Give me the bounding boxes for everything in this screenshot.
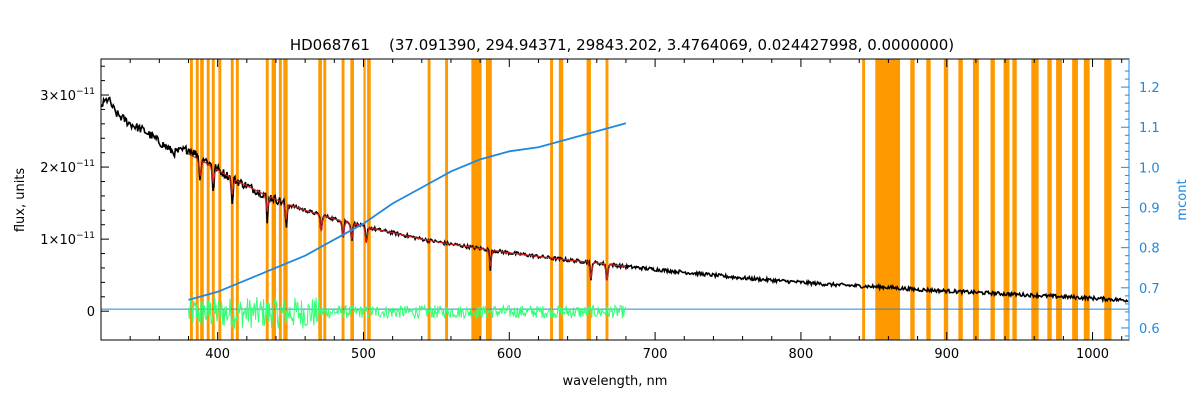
y2-tick-label: 1.0 [1139, 161, 1160, 176]
x-tick-label: 400 [205, 347, 230, 362]
masked-region [445, 59, 449, 340]
y2-axis-label: mcont [1175, 179, 1190, 220]
masked-region [990, 59, 995, 340]
masked-region [1003, 59, 1010, 340]
x-tick-label: 800 [789, 347, 814, 362]
masked-regions [189, 59, 1112, 340]
y-axis: 0 1×10−11 2×10−11 3×10−11 [40, 65, 109, 320]
observed-spectrum [101, 96, 1129, 304]
masked-region [283, 59, 288, 340]
masked-region [200, 59, 204, 340]
masked-region [206, 59, 210, 340]
masked-region [1047, 59, 1052, 340]
masked-region [265, 59, 269, 340]
masked-region [367, 59, 371, 340]
masked-region [875, 59, 901, 340]
masked-region [1012, 59, 1017, 340]
chart-title: HD068761 (37.091390, 294.94371, 29843.20… [290, 36, 954, 54]
y-tick-label: 3×10−11 [40, 87, 95, 104]
masked-region [471, 59, 482, 340]
masked-region [363, 59, 366, 340]
y-tick-label: 0 [87, 305, 95, 320]
masked-region [972, 59, 979, 340]
masked-region [1083, 59, 1090, 340]
y2-axis: 0.6 0.7 0.8 0.9 1.0 1.1 1.2 [1121, 70, 1160, 337]
y-axis-label: flux, units [13, 168, 28, 233]
x-tick-label: 900 [934, 347, 959, 362]
y2-tick-label: 0.9 [1139, 202, 1160, 217]
masked-region [1104, 59, 1112, 340]
y-tick-label: 1×10−11 [40, 231, 95, 248]
x-tick-label: 1000 [1076, 347, 1109, 362]
model-spectrum [188, 153, 626, 281]
masked-region [910, 59, 915, 340]
masked-region [862, 59, 866, 340]
masked-region [318, 59, 322, 340]
y2-tick-label: 0.7 [1139, 282, 1160, 297]
masked-region [189, 59, 193, 340]
x-tick-label: 600 [497, 347, 522, 362]
masked-region [218, 59, 222, 340]
masked-region [958, 59, 963, 340]
x-axis: 400 500 600 700 800 900 1000 [129, 59, 1123, 362]
residual-line [188, 296, 627, 329]
masked-region [235, 59, 239, 340]
masked-region [427, 59, 431, 340]
y2-tick-label: 0.8 [1139, 242, 1160, 257]
masked-region [341, 59, 345, 340]
y2-tick-label: 0.6 [1139, 322, 1160, 337]
masked-region [350, 59, 354, 340]
masked-region [195, 59, 199, 340]
residual-series [188, 296, 627, 329]
x-tick-label: 700 [643, 347, 668, 362]
mcont-curve [188, 122, 627, 301]
y2-tick-label: 1.1 [1139, 121, 1160, 136]
masked-region [485, 59, 492, 340]
masked-region [1031, 59, 1039, 340]
masked-region [605, 59, 609, 340]
y-tick-label: 2×10−11 [40, 159, 95, 176]
masked-region [550, 59, 554, 340]
masked-region [558, 59, 564, 340]
x-tick-label: 500 [351, 347, 376, 362]
flux-series [101, 96, 1129, 304]
masked-region [211, 59, 215, 340]
masked-region [926, 59, 931, 340]
masked-region [1072, 59, 1078, 340]
x-axis-label: wavelength, nm [563, 374, 668, 389]
masked-region [943, 59, 949, 340]
masked-region [323, 59, 327, 340]
masked-region [586, 59, 591, 340]
masked-region [1056, 59, 1062, 340]
y2-tick-label: 1.2 [1139, 81, 1160, 96]
